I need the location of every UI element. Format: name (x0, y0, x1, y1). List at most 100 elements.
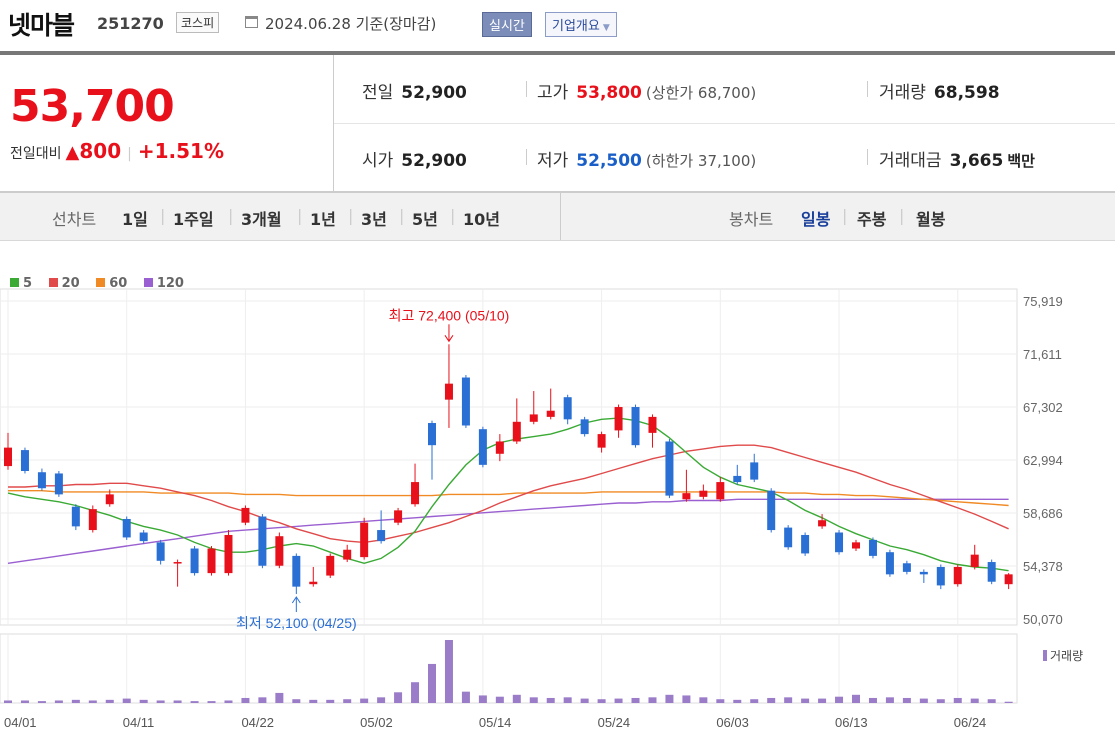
ma-line-60 (8, 489, 1009, 507)
period-3y[interactable]: 3년 (361, 210, 387, 229)
candle-body (970, 554, 979, 567)
stat-label: 저가 (537, 151, 569, 171)
volume-bar (631, 697, 640, 703)
candle-body (71, 506, 80, 527)
ma-line-20 (8, 444, 1009, 544)
lower-limit: (하한가 37,100) (645, 152, 757, 170)
candle-weekly[interactable]: 주봉 (857, 210, 887, 229)
candle-body (343, 549, 352, 560)
legend-swatch (143, 278, 153, 287)
volume-bar (122, 698, 131, 703)
candle-body (614, 407, 623, 431)
period-bar: 선차트 1일 | 1주일 | 3개월 | 1년 | 3년 | 5년 | 10년 … (0, 193, 1115, 241)
x-tick-label: 05/14 (479, 715, 512, 730)
stat-value: 52,900 (401, 151, 467, 171)
candle-body (258, 516, 267, 566)
period-1y[interactable]: 1년 (310, 210, 336, 229)
high-annotation: 최고 72,400 (05/10) (389, 307, 510, 323)
volume-bar (309, 699, 318, 703)
volume-bar (20, 700, 29, 703)
legend-item-ma120: 120 (143, 276, 184, 291)
candle-body (767, 490, 776, 531)
candle-body (733, 475, 742, 483)
volume-bar (953, 697, 962, 703)
y-tick-label: 75,919 (1023, 294, 1063, 309)
stock-name: 넷마블 (8, 11, 75, 40)
price-change: 전일대비 ▲800 | +1.51% (10, 139, 224, 163)
divider: | (160, 206, 166, 225)
period-3m[interactable]: 3개월 (241, 210, 282, 229)
high-arrow-head (444, 335, 454, 343)
divider (867, 81, 868, 97)
divider: | (127, 146, 132, 162)
candle-body (750, 462, 759, 480)
volume-bar (919, 698, 928, 703)
y-tick-label: 50,070 (1023, 612, 1063, 627)
candle-chart-label: 봉차트 (729, 210, 774, 229)
volume-bar (580, 698, 589, 703)
candle-body (4, 447, 12, 467)
x-tick-label: 06/13 (835, 715, 868, 730)
y-tick-label: 62,994 (1023, 453, 1063, 468)
candle-body (818, 520, 827, 527)
ma-line-120 (7, 498, 1009, 564)
volume-bar (190, 701, 199, 703)
candle-body (580, 419, 589, 435)
candlestick-chart[interactable]: 75,919 71,611 67,302 62,994 58,686 54,378 50,0… (0, 250, 1115, 733)
stat-value: 68,598 (933, 83, 1000, 103)
volume-bar (784, 697, 793, 703)
candle-body (224, 534, 233, 574)
legend-swatch (10, 278, 19, 287)
period-1w[interactable]: 1주일 (173, 210, 214, 229)
volume-bar (258, 697, 267, 703)
candle-body (411, 482, 420, 505)
candle-body (885, 552, 894, 575)
volume-bar (461, 691, 470, 703)
candle-body (868, 539, 877, 556)
candle-body (105, 494, 114, 505)
company-info-dropdown[interactable]: 기업개요 ▼ (545, 12, 617, 37)
divider (526, 81, 527, 97)
candle-monthly[interactable]: 월봉 (916, 210, 946, 229)
y-tick-label: 54,378 (1023, 559, 1063, 574)
legend-swatch (96, 278, 106, 287)
volume-bar (597, 699, 606, 703)
period-10y[interactable]: 10년 (463, 210, 500, 229)
candle-body (987, 562, 996, 582)
candle-body (139, 532, 148, 542)
volume-bar (1004, 701, 1013, 703)
candle-body (546, 410, 555, 417)
x-tick-label: 05/02 (360, 715, 393, 730)
date-text: 2024.06.28 기준(장마감) (265, 15, 437, 33)
volume-bar (716, 699, 725, 703)
volume-bar (37, 701, 46, 703)
low-annotation: 최저 52,100 (04/25) (236, 615, 357, 631)
stat-prev-close: 전일 52,900 (362, 78, 467, 103)
x-tick-label: 04/22 (241, 715, 274, 730)
candle-body (326, 555, 335, 576)
candle-body (428, 423, 436, 446)
candle-body (88, 509, 97, 531)
upper-limit: (상한가 68,700) (645, 84, 757, 102)
candle-body (37, 472, 46, 489)
stat-value: 3,665 (949, 151, 1004, 171)
period-5y[interactable]: 5년 (412, 210, 438, 229)
realtime-button[interactable]: 실시간 (482, 12, 532, 37)
ma-legend: 5 20 60 120 (10, 276, 196, 291)
candle-body (360, 522, 369, 558)
candle-body (309, 581, 318, 585)
volume-bar (665, 694, 674, 703)
stat-value: 53,800 (576, 83, 642, 103)
stock-header: 넷마블 251270 코스피 2024.06.28 기준(장마감) 실시간 기업… (0, 0, 1115, 52)
stat-unit: 백만 (1007, 152, 1035, 170)
period-1d[interactable]: 1일 (122, 210, 148, 229)
volume-bar (275, 692, 284, 703)
volume-bar (360, 698, 369, 703)
candle-body (597, 434, 606, 448)
candle-body (394, 510, 403, 523)
volume-bar (173, 700, 182, 703)
candle-daily[interactable]: 일봉 (801, 210, 831, 229)
candle-body (716, 482, 725, 500)
stat-value: 52,900 (401, 83, 467, 103)
candle-body (122, 518, 131, 538)
